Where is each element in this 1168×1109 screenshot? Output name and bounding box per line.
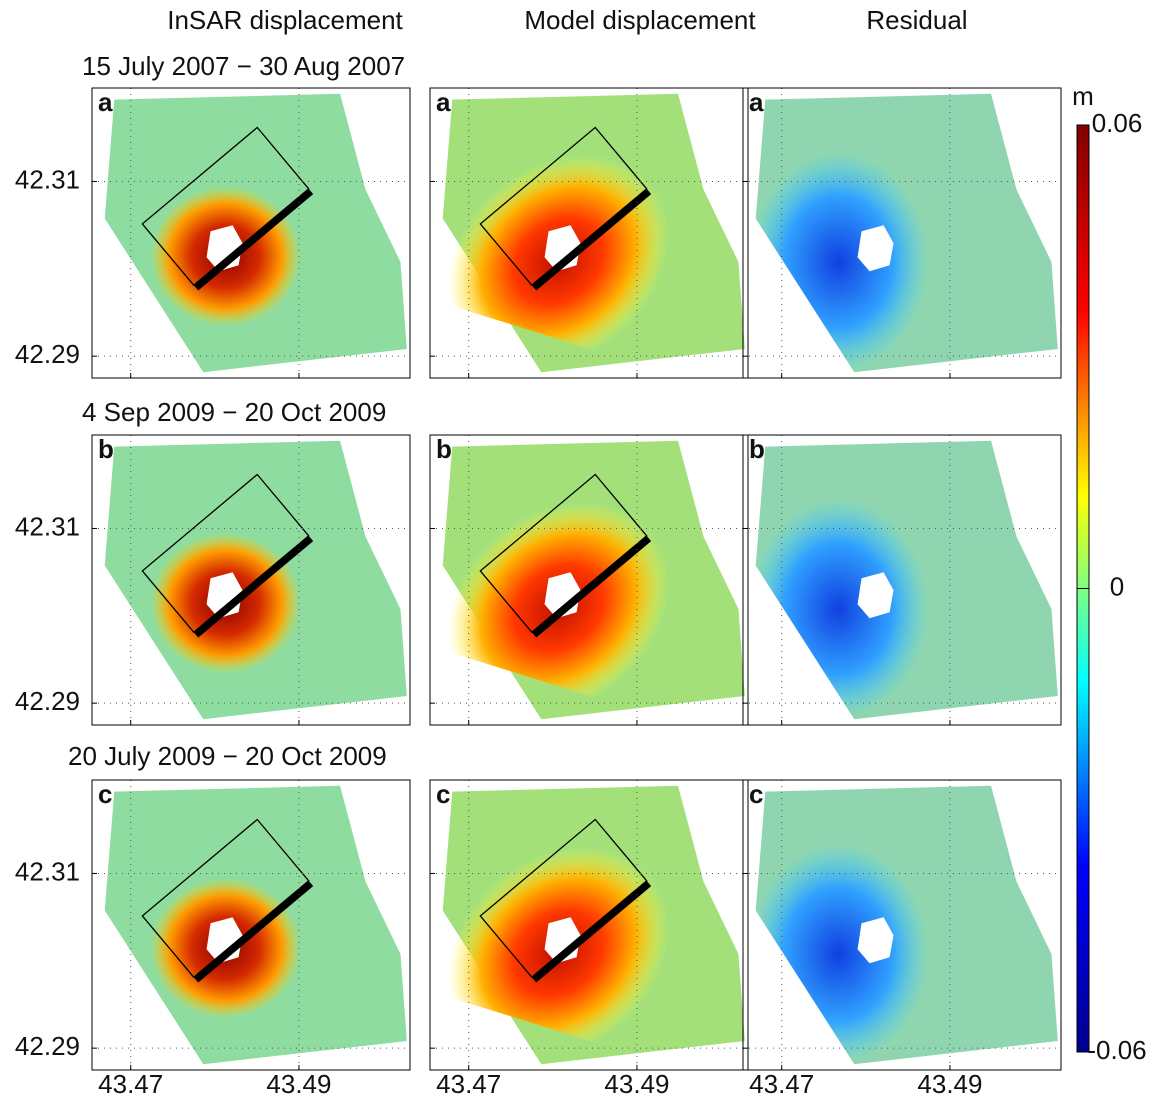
fault-trace [531, 535, 652, 638]
panel-frame [429, 779, 749, 1071]
panel-frame [91, 87, 411, 379]
x-tick-label: 43.47 [749, 1069, 814, 1099]
map-panel: b [742, 434, 1062, 726]
y-tick-label: 42.29 [15, 339, 80, 369]
map-panel: a [742, 87, 1062, 379]
fault-trace [531, 880, 652, 983]
panel-frame [742, 434, 1062, 726]
x-tick-label: 43.47 [98, 1069, 163, 1099]
panel-label: a [436, 87, 451, 117]
panel-frame [91, 434, 411, 726]
masked-area [857, 225, 894, 272]
panel-frame [91, 779, 411, 1071]
map-panel: a [91, 87, 411, 379]
row-title: 4 Sep 2009 − 20 Oct 2009 [82, 397, 386, 427]
map-panel: b [429, 434, 749, 726]
panel-frame [429, 87, 749, 379]
x-tick-label: 43.49 [604, 1069, 669, 1099]
colorbar-unit: m [1072, 81, 1094, 111]
residual-pattern [755, 152, 929, 372]
fault [479, 473, 652, 638]
fault [479, 818, 652, 983]
row-title: 15 July 2007 − 30 Aug 2007 [82, 51, 405, 81]
panel-label: b [98, 434, 114, 464]
residual-pattern [755, 499, 929, 719]
x-tick-label: 43.49 [917, 1069, 982, 1099]
map-panel: a [429, 87, 749, 379]
fault-trace [193, 188, 314, 291]
panel-frame [742, 87, 1062, 379]
y-tick-label: 42.31 [15, 511, 80, 541]
colorbar-tick-label: 0 [1110, 571, 1124, 601]
map-panel: b [91, 434, 411, 726]
row-title: 20 July 2009 − 20 Oct 2009 [68, 741, 387, 771]
map-panel: c [429, 779, 749, 1071]
fault [141, 818, 314, 983]
panel-label: c [436, 779, 450, 809]
fault-trace [193, 880, 314, 983]
column-title: InSAR displacement [167, 5, 403, 35]
panel-label: c [98, 779, 112, 809]
colorbar-tick-label: 0.06 [1092, 108, 1143, 138]
panel-label: a [749, 87, 764, 117]
column-title: Residual [866, 5, 967, 35]
fault-trace [531, 188, 652, 291]
panel-label: c [749, 779, 763, 809]
masked-area [857, 572, 894, 619]
fault [141, 126, 314, 291]
masked-area [857, 917, 894, 964]
panel-label: b [749, 434, 765, 464]
panel-frame [429, 434, 749, 726]
panel-frame [742, 779, 1062, 1071]
y-tick-label: 42.31 [15, 856, 80, 886]
fault [479, 126, 652, 291]
x-tick-label: 43.49 [266, 1069, 331, 1099]
colorbar-tick-label: -0.06 [1087, 1035, 1146, 1065]
column-title: Model displacement [524, 5, 756, 35]
panel-label: a [98, 87, 113, 117]
panel-label: b [436, 434, 452, 464]
y-tick-label: 42.29 [15, 1031, 80, 1061]
fault [141, 473, 314, 638]
map-panel: c [91, 779, 411, 1071]
residual-pattern [755, 844, 929, 1064]
fault-trace [193, 535, 314, 638]
map-panel: c [742, 779, 1062, 1071]
x-tick-label: 43.47 [436, 1069, 501, 1099]
y-tick-label: 42.31 [15, 164, 80, 194]
y-tick-label: 42.29 [15, 686, 80, 716]
fault-outline [479, 126, 648, 287]
